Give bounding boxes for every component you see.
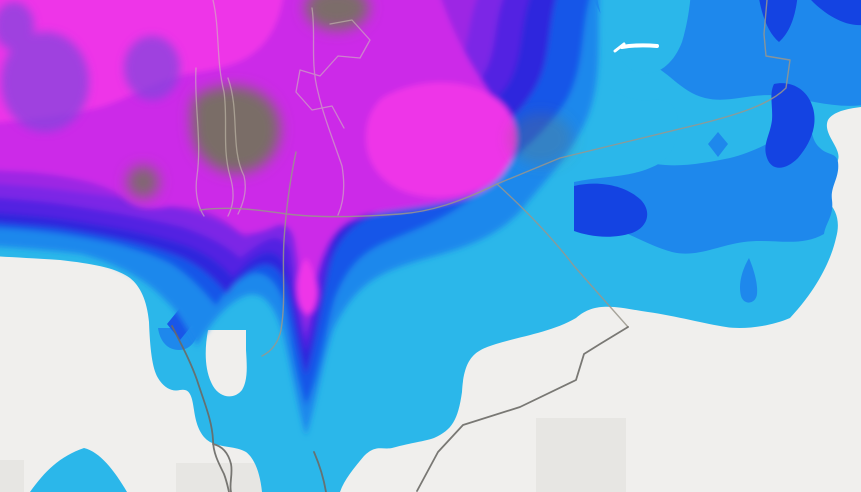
- dry-pockets: [205, 330, 247, 397]
- border-aqaba-fork: [212, 443, 233, 492]
- border-syria-iraq: [496, 0, 791, 185]
- border-jordan-saudi: [416, 326, 629, 492]
- border-wadi-araba: [171, 325, 230, 492]
- white-streak: [613, 42, 659, 53]
- country-borders-faint: [195, 0, 371, 217]
- precip-cyan-pocket-mid: [574, 70, 679, 182]
- border-jordan-valley: [261, 151, 297, 357]
- border-syria-jordan: [199, 183, 498, 218]
- country-borders-medium: [199, 0, 791, 357]
- border-jordan-iraq: [496, 183, 629, 328]
- band-level9-core-tongue: [296, 258, 318, 315]
- violet-smudges: [0, 2, 180, 132]
- border-saudi-south: [313, 451, 327, 492]
- precip-deep-blue-patches: [574, 0, 861, 237]
- country-borders-dark: [171, 325, 629, 492]
- band-level9-b: [366, 82, 517, 198]
- precip-cyan-wedge-top: [597, 0, 691, 74]
- precip-cyan-mound: [30, 448, 127, 492]
